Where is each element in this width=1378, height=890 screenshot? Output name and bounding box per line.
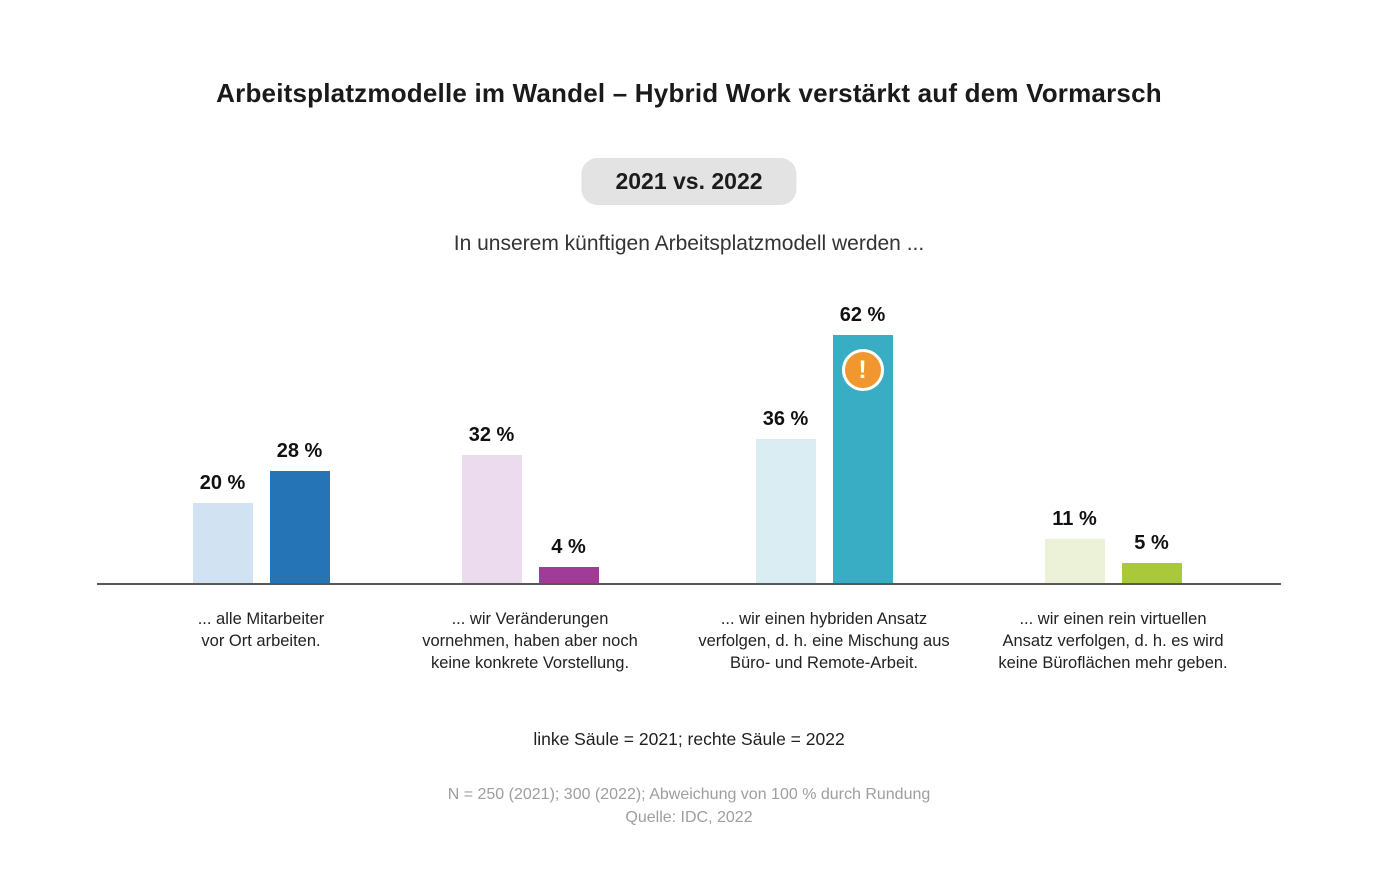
bar-2021 <box>1044 539 1105 583</box>
category-caption: ... wir einen hybriden Ansatz verfolgen,… <box>674 609 974 674</box>
caption-line: verfolgen, d. h. eine Mischung aus <box>698 631 950 650</box>
bar-2021 <box>461 455 522 583</box>
bar-pair: 11 % 5 % <box>963 293 1263 583</box>
bar-2021-wrap: 32 % <box>461 424 522 583</box>
category-caption: ... alle Mitarbeiter vor Ort arbeiten. <box>111 609 411 653</box>
chart-subtitle: In unserem künftigen Arbeitsplatzmodell … <box>453 232 925 255</box>
footnote-sample-size: N = 250 (2021); 300 (2022); Abweichung v… <box>447 786 931 803</box>
bar-group-virtuell: 11 % 5 % ... wir einen rein virtuellen A… <box>963 293 1263 674</box>
bar-value-label: 11 % <box>1052 508 1097 530</box>
bar-pair: 32 % 4 % <box>380 293 680 583</box>
bar-value-label: 4 % <box>551 536 586 558</box>
caption-line: vor Ort arbeiten. <box>201 631 321 650</box>
bar-2021-wrap: 36 % <box>755 408 816 583</box>
bar-group-vor-ort: 20 % 28 % ... alle Mitarbeiter vor Ort a… <box>111 293 411 653</box>
caption-line: ... wir Veränderungen <box>451 610 609 628</box>
bar-value-label: 28 % <box>276 440 323 462</box>
year-comparison-badge: 2021 vs. 2022 <box>581 158 797 205</box>
bar-value-label: 20 % <box>199 472 246 494</box>
bar-2021-wrap: 20 % <box>192 472 253 583</box>
caption-line: keine konkrete Vorstellung. <box>430 653 630 672</box>
footnote-source: Quelle: IDC, 2022 <box>625 809 753 827</box>
bar-2022 <box>269 471 330 583</box>
bar-pair: 36 % 62 % ! <box>674 293 974 583</box>
bar-2022 <box>1121 563 1182 583</box>
footnote: N = 250 (2021); 300 (2022); Abweichung v… <box>0 783 1378 829</box>
caption-line: vornehmen, haben aber noch <box>422 631 638 650</box>
bar-2022: ! <box>832 335 893 583</box>
bar-2022-wrap: 5 % <box>1121 532 1182 583</box>
bar-group-veraenderungen: 32 % 4 % ... wir Veränderungen vornehmen… <box>380 293 680 674</box>
bar-2021-wrap: 11 % <box>1044 508 1105 583</box>
bar-2022-wrap: 28 % <box>269 440 330 583</box>
bar-pair: 20 % 28 % <box>111 293 411 583</box>
chart-title: Arbeitsplatzmodelle im Wandel – Hybrid W… <box>216 78 1162 108</box>
chart-legend: linke Säule = 2021; rechte Säule = 2022 <box>533 729 845 749</box>
bar-value-label: 32 % <box>468 424 515 446</box>
caption-line: ... wir einen rein virtuellen <box>1019 610 1207 628</box>
category-caption: ... wir einen rein virtuellen Ansatz ver… <box>963 609 1263 674</box>
bar-group-hybrid: 36 % 62 % ! ... wir einen hybriden Ansat… <box>674 293 974 674</box>
bar-value-label: 62 % <box>839 304 886 326</box>
bar-2021 <box>192 503 253 583</box>
bar-2022-wrap: 4 % <box>538 536 599 583</box>
bar-2021 <box>755 439 816 583</box>
x-axis-line <box>97 583 1281 585</box>
caption-line: ... wir einen hybriden Ansatz <box>720 610 928 628</box>
caption-line: keine Büroflächen mehr geben. <box>998 653 1228 672</box>
caption-line: Büro- und Remote-Arbeit. <box>729 653 918 672</box>
category-caption: ... wir Veränderungen vornehmen, haben a… <box>380 609 680 674</box>
caption-line: Ansatz verfolgen, d. h. es wird <box>1002 631 1224 650</box>
caption-line: ... alle Mitarbeiter <box>197 610 325 628</box>
exclamation-icon: ! <box>841 349 884 391</box>
bar-value-label: 5 % <box>1134 532 1169 554</box>
bar-2022-wrap: 62 % ! <box>832 304 893 583</box>
bar-2022 <box>538 567 599 583</box>
bar-value-label: 36 % <box>762 408 809 430</box>
